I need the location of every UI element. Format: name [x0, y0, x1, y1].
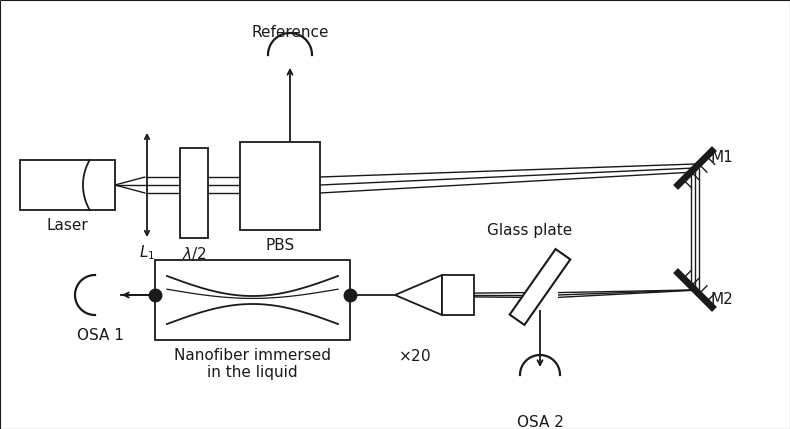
Polygon shape: [510, 249, 570, 325]
Text: M1: M1: [710, 151, 733, 166]
Text: M2: M2: [710, 293, 733, 308]
Text: Reference: Reference: [251, 25, 329, 40]
Text: in the liquid: in the liquid: [207, 365, 297, 380]
Text: PBS: PBS: [265, 238, 295, 253]
Text: Nanofiber immersed: Nanofiber immersed: [174, 348, 330, 363]
Bar: [442, 275, 474, 315]
Text: OSA 1: OSA 1: [77, 328, 123, 343]
Text: $\lambda$/2: $\lambda$/2: [182, 245, 206, 262]
Text: Glass plate: Glass plate: [487, 223, 573, 238]
Bar: [20, 160, 115, 210]
Text: $\times$20: $\times$20: [398, 348, 431, 364]
Bar: [155, 260, 350, 340]
Text: OSA 2: OSA 2: [517, 415, 563, 429]
Text: $L_1$: $L_1$: [139, 243, 155, 262]
Polygon shape: [395, 275, 442, 315]
Text: Laser: Laser: [46, 218, 88, 233]
Bar: [240, 142, 320, 230]
Bar: [180, 148, 208, 238]
